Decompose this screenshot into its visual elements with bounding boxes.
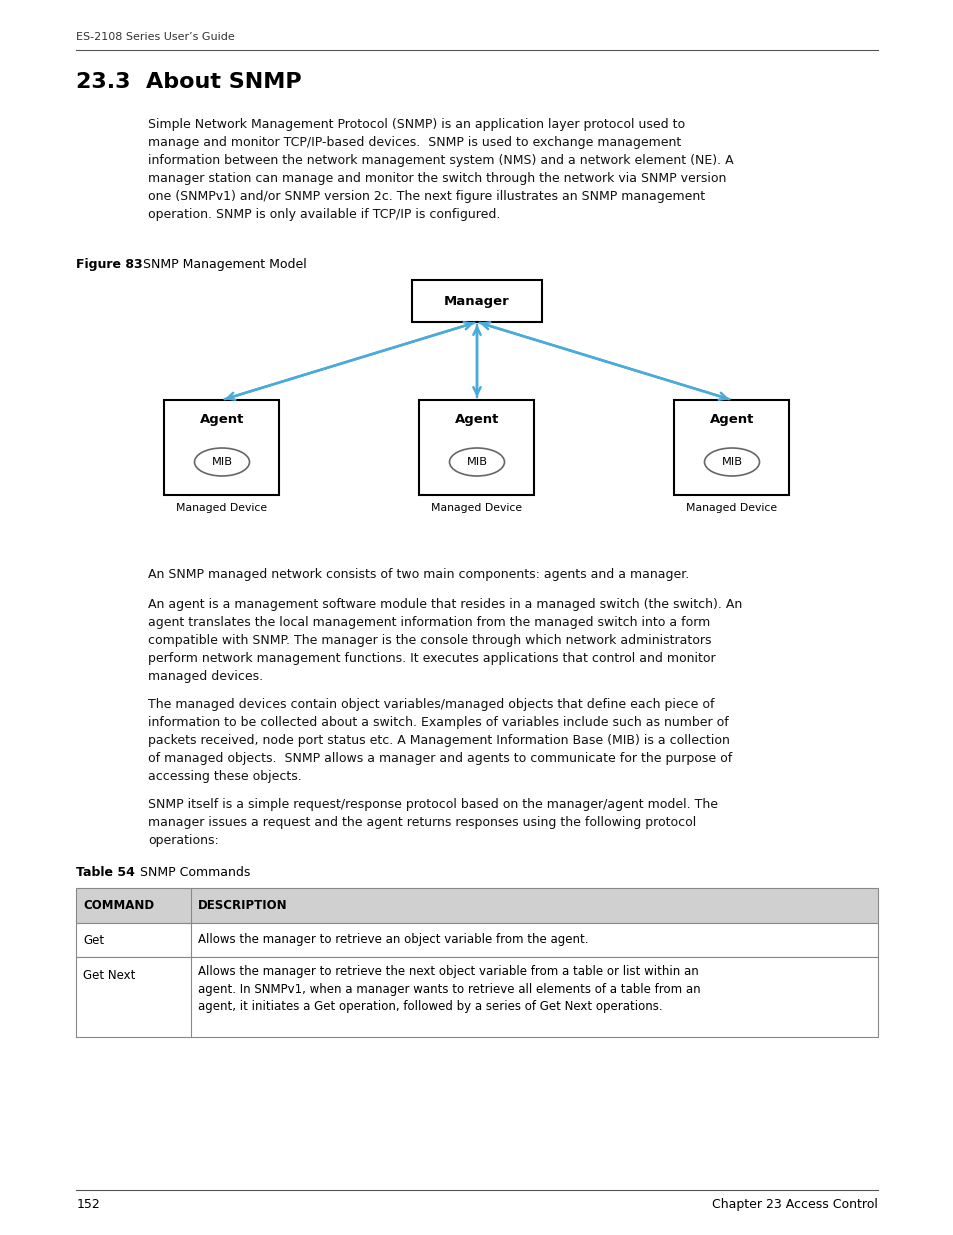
Text: Managed Device: Managed Device [686, 503, 777, 513]
Bar [419, 400, 534, 495]
Bar [76, 888, 877, 923]
Text: SNMP Management Model: SNMP Management Model [132, 258, 307, 270]
Text: 152: 152 [76, 1198, 100, 1212]
Text: 23.3  About SNMP: 23.3 About SNMP [76, 72, 302, 91]
Text: MIB: MIB [466, 457, 487, 467]
Text: Chapter 23 Access Control: Chapter 23 Access Control [711, 1198, 877, 1212]
Text: Allows the manager to retrieve an object variable from the agent.: Allows the manager to retrieve an object… [198, 934, 588, 946]
Text: MIB: MIB [212, 457, 233, 467]
Text: The managed devices contain object variables/managed objects that define each pi: The managed devices contain object varia… [148, 698, 731, 783]
Text: Get Next: Get Next [83, 969, 135, 982]
Bar [76, 923, 877, 957]
Text: Table 54: Table 54 [76, 866, 135, 879]
Text: Agent: Agent [709, 414, 754, 426]
Ellipse shape [703, 448, 759, 475]
Ellipse shape [194, 448, 250, 475]
Text: Manager: Manager [444, 294, 509, 308]
Text: Figure 83: Figure 83 [76, 258, 143, 270]
Text: Managed Device: Managed Device [176, 503, 267, 513]
Text: DESCRIPTION: DESCRIPTION [198, 899, 288, 911]
Text: SNMP itself is a simple request/response protocol based on the manager/agent mod: SNMP itself is a simple request/response… [148, 798, 717, 847]
Text: COMMAND: COMMAND [83, 899, 154, 911]
Text: Agent: Agent [199, 414, 244, 426]
Ellipse shape [449, 448, 504, 475]
Bar [674, 400, 789, 495]
Text: An SNMP managed network consists of two main components: agents and a manager.: An SNMP managed network consists of two … [148, 568, 688, 580]
Text: Allows the manager to retrieve the next object variable from a table or list wit: Allows the manager to retrieve the next … [198, 965, 700, 1013]
Text: Managed Device: Managed Device [431, 503, 522, 513]
Text: SNMP Commands: SNMP Commands [129, 866, 251, 879]
Text: Simple Network Management Protocol (SNMP) is an application layer protocol used : Simple Network Management Protocol (SNMP… [148, 119, 733, 221]
Bar [412, 280, 541, 322]
Text: Get: Get [83, 934, 104, 946]
Text: An agent is a management software module that resides in a managed switch (the s: An agent is a management software module… [148, 598, 741, 683]
Text: MIB: MIB [720, 457, 741, 467]
Bar [76, 957, 877, 1037]
Bar [164, 400, 279, 495]
Text: ES-2108 Series User’s Guide: ES-2108 Series User’s Guide [76, 32, 234, 42]
Text: Agent: Agent [455, 414, 498, 426]
